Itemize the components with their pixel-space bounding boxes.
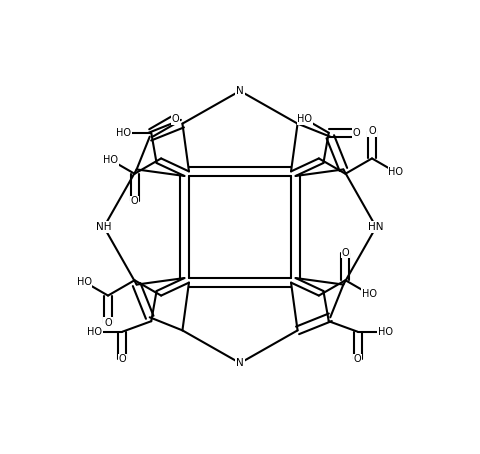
Text: HO: HO [388, 167, 403, 177]
Text: HO: HO [378, 327, 393, 337]
Text: O: O [171, 114, 179, 124]
Text: O: O [354, 354, 361, 364]
Text: HN: HN [368, 222, 384, 232]
Text: HO: HO [362, 289, 377, 299]
Text: HO: HO [77, 277, 92, 287]
Text: HO: HO [103, 155, 118, 165]
Text: N: N [236, 86, 244, 96]
Text: O: O [131, 197, 138, 207]
Text: O: O [352, 128, 360, 138]
Text: HO: HO [297, 114, 312, 124]
Text: O: O [104, 318, 112, 328]
Text: O: O [368, 126, 376, 136]
Text: O: O [342, 247, 349, 257]
Text: HO: HO [87, 327, 102, 337]
Text: N: N [236, 358, 244, 368]
Text: O: O [119, 354, 126, 364]
Text: NH: NH [96, 222, 112, 232]
Text: HO: HO [116, 128, 131, 138]
